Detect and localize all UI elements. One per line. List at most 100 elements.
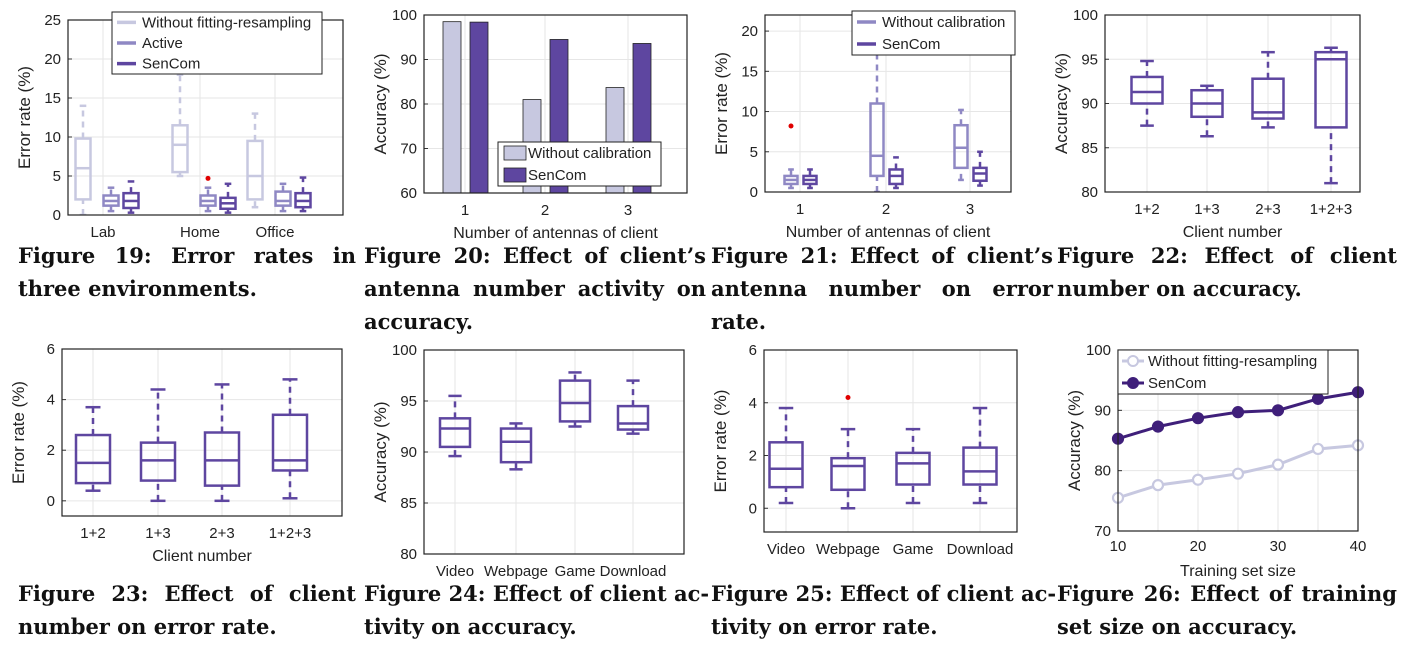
caption-line: Figure 19: Error rates in <box>18 243 356 268</box>
boxes <box>768 394 998 510</box>
box-1+2 <box>74 405 112 492</box>
caption-line: number on error rate. <box>18 614 277 639</box>
box-Home <box>171 73 189 178</box>
box-iqr <box>171 124 189 174</box>
legend-label: Without calibration <box>528 145 651 162</box>
chart-fig20: 60 70 80 90 100 Accuracy (%) Number of antenna… <box>371 7 688 242</box>
x-tick-label: 2 <box>541 202 549 219</box>
y-tick-label: 80 <box>1081 184 1098 201</box>
caption-line: Figure 22: Effect of client <box>1057 243 1397 268</box>
legend-label: SenCom <box>882 36 940 53</box>
x-tick-label: 1 <box>461 202 469 219</box>
box-iqr <box>74 433 112 485</box>
box-2+3 <box>203 383 241 503</box>
y-tick-label: 85 <box>1081 140 1098 157</box>
legend-label: Without fitting-resampling <box>142 14 311 31</box>
boxes <box>438 371 650 471</box>
y-axis-label: Accuracy (%) <box>371 53 390 154</box>
legend: Without fitting-resampling Active SenCom <box>111 11 323 75</box>
y-tick-label: 90 <box>1094 402 1111 419</box>
box-iqr <box>962 446 998 486</box>
bar <box>442 21 462 193</box>
box-Lab <box>74 104 92 215</box>
caption-line: Figure 20: Effect of client’s <box>364 243 706 268</box>
y-axis-label: Error rate (%) <box>15 66 34 169</box>
x-tick-label: 1+2+3 <box>1310 201 1353 218</box>
legend: Without calibration SenCom <box>497 141 662 187</box>
x-tick-label: Download <box>947 541 1014 558</box>
box-Lab <box>122 180 140 214</box>
y-tick-label: 10 <box>44 129 61 146</box>
box-1 <box>783 168 799 190</box>
box-Webpage <box>499 422 533 471</box>
x-tick-label: 1+3 <box>145 525 170 542</box>
caption-line: number on accuracy. <box>1057 276 1302 301</box>
data-point <box>1151 479 1165 492</box>
legend-swatch <box>503 145 527 161</box>
caption-figure-20: Figure 20: Effect of client’s antenna nu… <box>364 239 706 338</box>
x-tick-label: Video <box>767 541 805 558</box>
y-axis-label: Error rate (%) <box>9 381 28 484</box>
y-tick-label: 60 <box>400 185 417 202</box>
caption-figure-24: Figure 24: Effect of client ac- tivity o… <box>364 577 709 643</box>
legend-box <box>1117 349 1329 395</box>
x-tick-label: 1+3 <box>1194 201 1219 218</box>
y-tick-label: 95 <box>1081 51 1098 68</box>
data-point <box>1191 412 1205 425</box>
outlier-point <box>845 394 851 400</box>
y-tick-label: 90 <box>400 52 417 69</box>
y-tick-label: 2 <box>47 442 55 459</box>
box-iqr <box>246 139 264 201</box>
legend-label: Active <box>142 35 183 52</box>
box-iqr <box>869 102 885 178</box>
y-tick-label: 80 <box>400 96 417 113</box>
x-tick-label: Webpage <box>816 541 880 558</box>
y-tick-label: 90 <box>1081 96 1098 113</box>
legend-label: SenCom <box>528 167 586 184</box>
caption-line: Figure 25: Effect of client ac- <box>711 581 1057 606</box>
caption-line: accuracy. <box>364 309 474 334</box>
caption-line: Figure 23: Effect of client <box>18 581 356 606</box>
box-3 <box>972 150 988 187</box>
grid <box>764 349 1017 532</box>
caption-line: antenna number activity on <box>364 276 706 301</box>
data-point <box>1231 406 1245 419</box>
x-tick-label: 3 <box>966 201 974 218</box>
box-Home <box>199 186 217 213</box>
caption-line: set size on accuracy. <box>1057 614 1298 639</box>
boxes <box>783 45 988 192</box>
axes-frame <box>763 349 1018 533</box>
box-iqr <box>558 379 592 423</box>
box-1+2 <box>1130 59 1164 127</box>
x-tick-label: 40 <box>1350 538 1367 555</box>
x-tick-label: 10 <box>1110 538 1127 555</box>
x-tick-label: 2+3 <box>209 525 234 542</box>
y-tick-label: 0 <box>750 184 758 201</box>
outlier-point <box>205 175 211 181</box>
box-1 <box>802 168 818 190</box>
legend: Without calibration SenCom <box>851 10 1016 56</box>
x-tick-label: 2+3 <box>1255 201 1280 218</box>
box-iqr <box>1130 75 1164 105</box>
x-tick-label: Lab <box>90 224 115 241</box>
data-point <box>1311 442 1325 456</box>
x-tick-label: Game <box>893 541 934 558</box>
x-tick-label: 1+2 <box>1134 201 1159 218</box>
legend-label: SenCom <box>1148 375 1206 392</box>
x-tick-label: 2 <box>882 201 890 218</box>
legend-marker <box>1127 355 1139 367</box>
data-point <box>1231 467 1245 480</box>
legend-label: SenCom <box>142 56 200 73</box>
caption-figure-21: Figure 21: Effect of client’s antenna nu… <box>711 239 1053 338</box>
box-2 <box>888 156 904 190</box>
caption-line: tivity on error rate. <box>711 614 938 639</box>
y-tick-label: 0 <box>53 207 61 224</box>
axes-frame <box>1104 14 1361 193</box>
legend-box <box>851 10 1016 56</box>
box-Download <box>962 406 998 505</box>
y-tick-label: 70 <box>400 141 417 158</box>
box-iqr <box>274 190 292 207</box>
y-tick-label: 2 <box>749 448 757 465</box>
x-tick-label: Video <box>436 563 474 580</box>
